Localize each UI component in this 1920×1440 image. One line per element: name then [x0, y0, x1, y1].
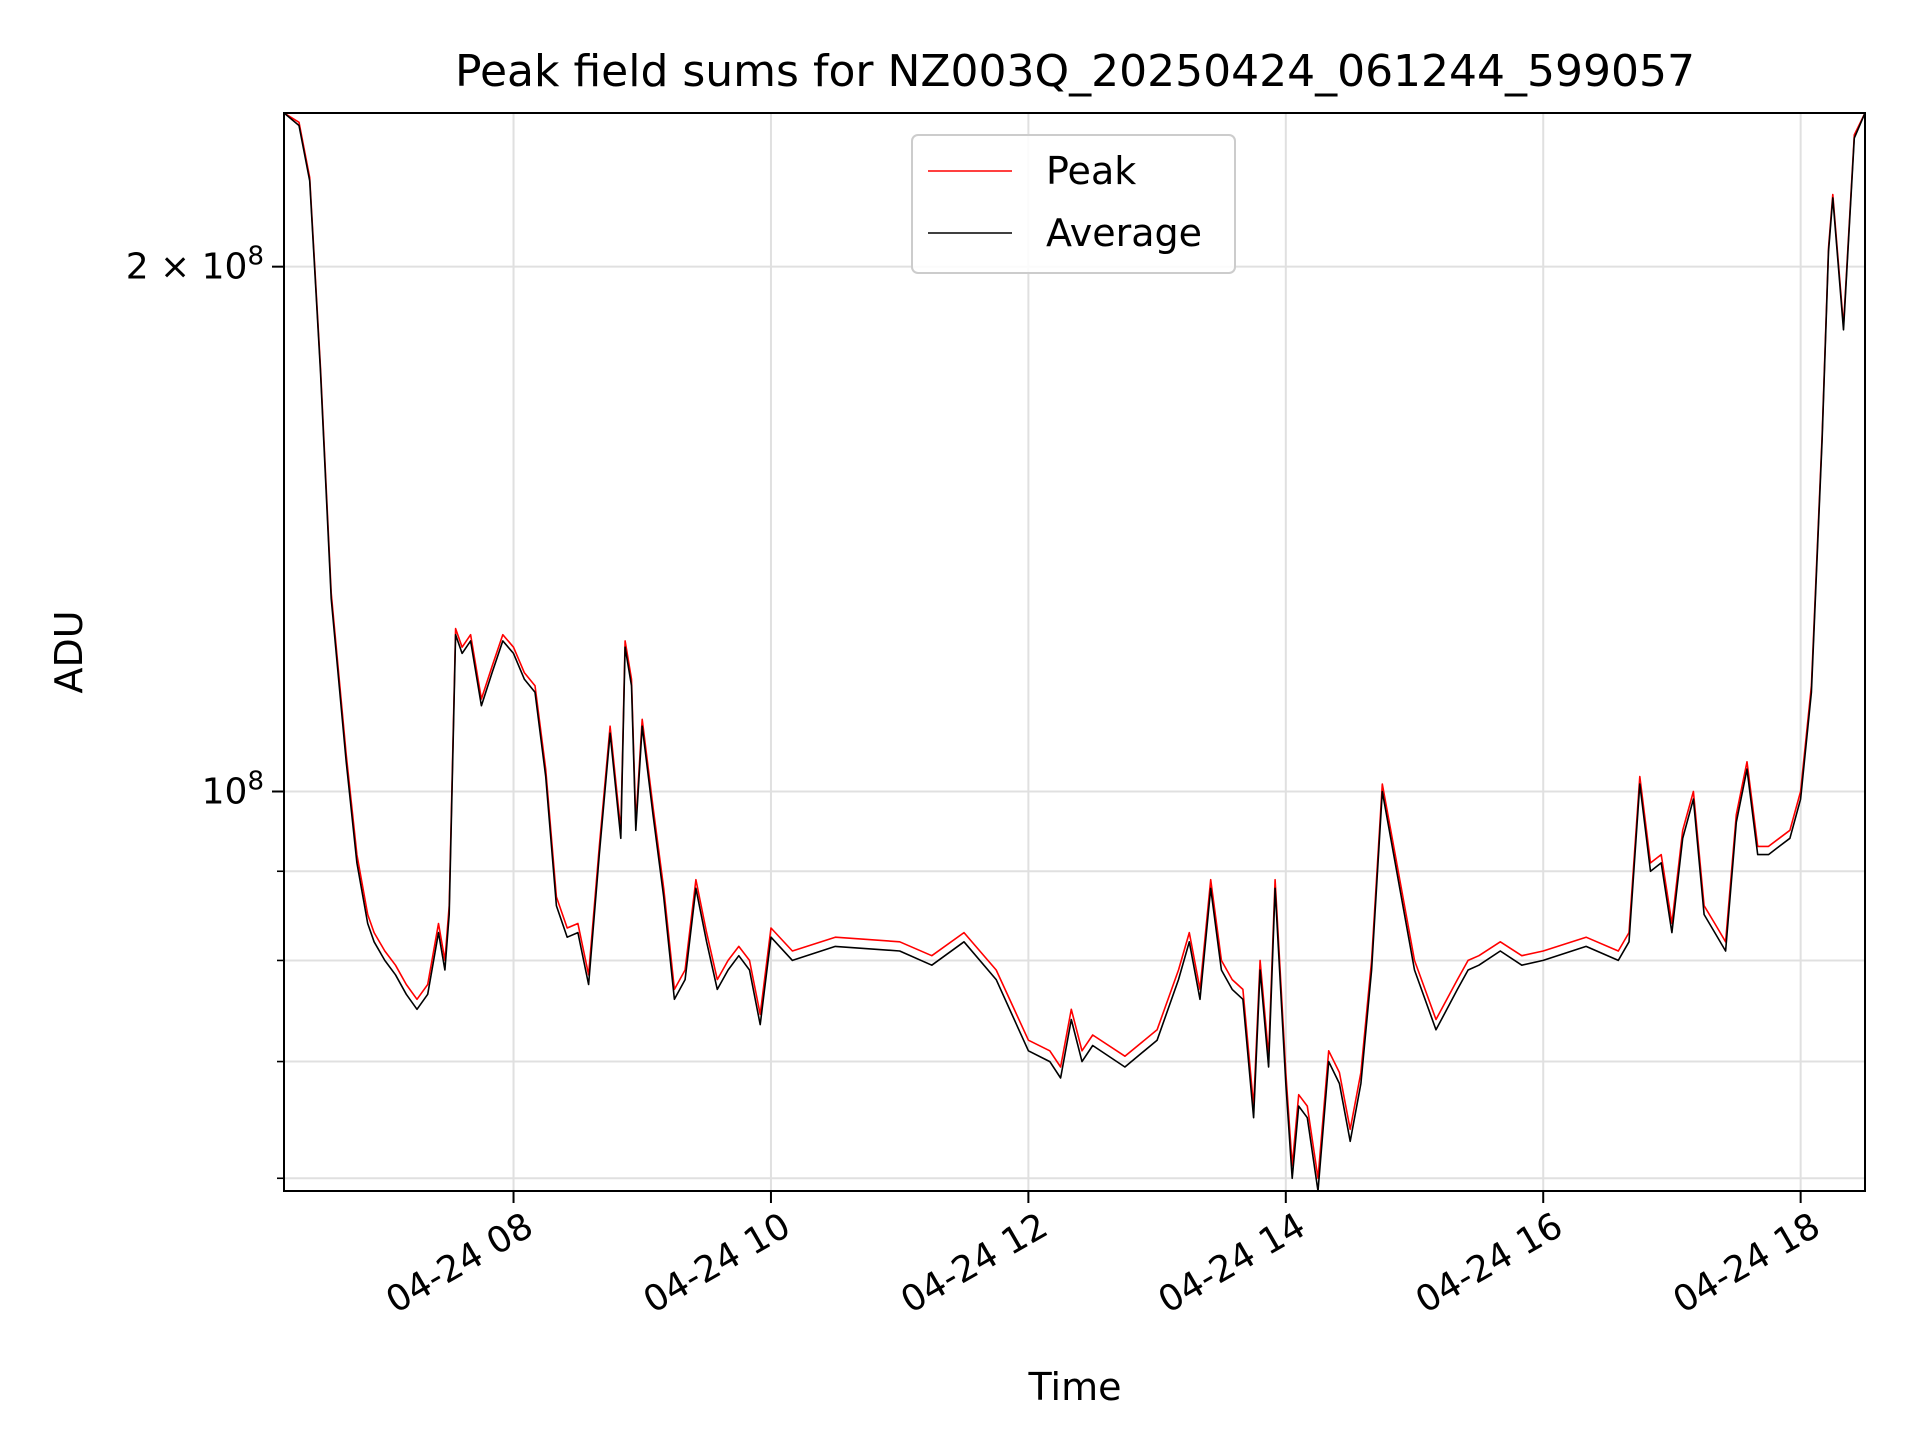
series-line-average	[284, 113, 1865, 1191]
x-axis-label: Time	[1028, 1365, 1122, 1409]
y-tick-label: 108	[202, 766, 264, 812]
series-lines	[284, 113, 1865, 1191]
y-tick-label: 2 × 108	[126, 242, 264, 288]
y-axis-ticks: 108 2 × 108	[126, 242, 284, 1180]
legend: Peak Average	[911, 134, 1236, 274]
y-axis-label: ADU	[47, 610, 91, 693]
chart-title: Peak field sums for NZ003Q_20250424_0612…	[455, 46, 1695, 97]
legend-box	[911, 134, 1236, 274]
grid	[284, 113, 1865, 1191]
legend-label-average: Average	[1046, 211, 1202, 255]
legend-label-peak: Peak	[1046, 149, 1136, 193]
series-line-peak	[284, 113, 1865, 1180]
plot-frame	[283, 112, 1866, 1192]
